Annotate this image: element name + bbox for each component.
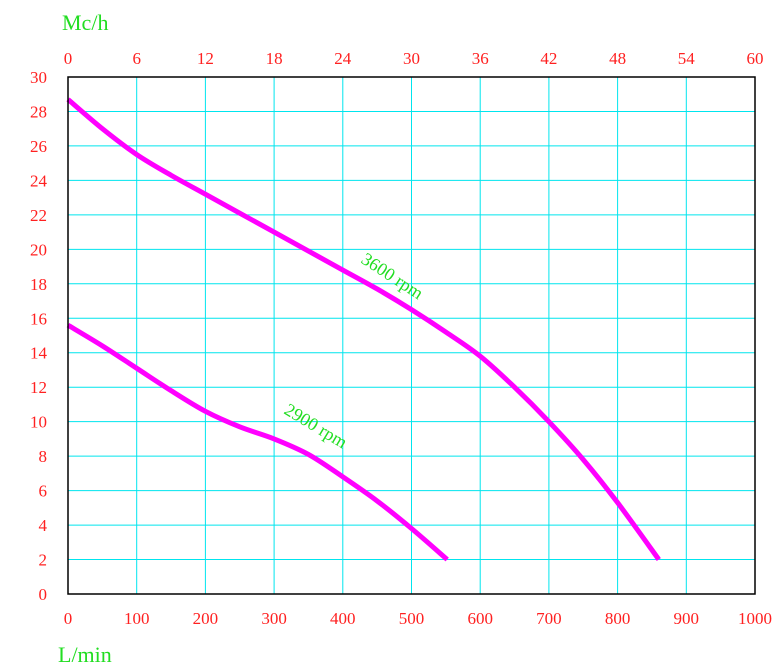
left-axis-tick-label: 28 xyxy=(30,102,47,121)
left-axis-tick-label: 0 xyxy=(39,585,48,604)
tick-labels: 0 6 12 18 24 30 36 42 48 54 600 100 200 300 400 500 600 7… xyxy=(30,49,772,628)
series-line-3600-rpm xyxy=(66,97,661,562)
grid-lines xyxy=(67,76,756,595)
left-axis-tick-label: 12 xyxy=(30,378,47,397)
bottom-axis-tick-label: 1000 xyxy=(738,609,772,628)
bottom-axis-tick-label: 800 xyxy=(605,609,631,628)
plot-frame xyxy=(67,76,756,595)
top-axis-tick-label: 54 xyxy=(678,49,696,68)
left-axis-tick-label: 22 xyxy=(30,206,47,225)
left-axis-tick-label: 24 xyxy=(30,171,48,190)
top-axis-tick-label: 36 xyxy=(472,49,489,68)
top-axis-tick-label: 60 xyxy=(747,49,764,68)
top-axis-tick-label: 6 xyxy=(132,49,141,68)
bottom-axis-tick-label: 500 xyxy=(399,609,425,628)
bottom-axis-tick-label: 600 xyxy=(467,609,493,628)
left-axis-tick-label: 16 xyxy=(30,309,47,328)
top-axis-tick-label: 42 xyxy=(540,49,557,68)
left-axis-tick-label: 8 xyxy=(39,447,48,466)
left-axis-tick-label: 20 xyxy=(30,240,47,259)
series-lines xyxy=(66,97,661,562)
bottom-axis-tick-label: 900 xyxy=(674,609,700,628)
series-label-3600-rpm: 3600 rpm xyxy=(358,249,427,304)
top-axis-unit-label: Mc/h xyxy=(62,10,108,35)
left-axis-tick-label: 4 xyxy=(39,516,48,535)
bottom-axis-tick-label: 400 xyxy=(330,609,356,628)
bottom-axis-tick-label: 300 xyxy=(261,609,287,628)
left-axis-tick-label: 18 xyxy=(30,275,47,294)
top-axis-tick-label: 30 xyxy=(403,49,420,68)
top-axis-tick-label: 0 xyxy=(64,49,73,68)
top-axis-tick-label: 12 xyxy=(197,49,214,68)
left-axis-tick-label: 26 xyxy=(30,137,47,156)
top-axis-tick-label: 24 xyxy=(334,49,352,68)
series-line-2900-rpm xyxy=(66,323,449,562)
bottom-axis-tick-label: 700 xyxy=(536,609,562,628)
left-axis-tick-label: 14 xyxy=(30,344,48,363)
left-axis-tick-label: 30 xyxy=(30,68,47,87)
top-axis-tick-label: 18 xyxy=(266,49,283,68)
left-axis-tick-label: 6 xyxy=(39,482,48,501)
bottom-axis-tick-label: 100 xyxy=(124,609,150,628)
left-axis-tick-label: 2 xyxy=(39,551,48,570)
left-axis-tick-label: 10 xyxy=(30,413,47,432)
top-axis-tick-label: 48 xyxy=(609,49,626,68)
bottom-axis-tick-label: 0 xyxy=(64,609,73,628)
bottom-axis-tick-label: 200 xyxy=(193,609,219,628)
bottom-axis-unit-label: L/min xyxy=(58,642,112,667)
